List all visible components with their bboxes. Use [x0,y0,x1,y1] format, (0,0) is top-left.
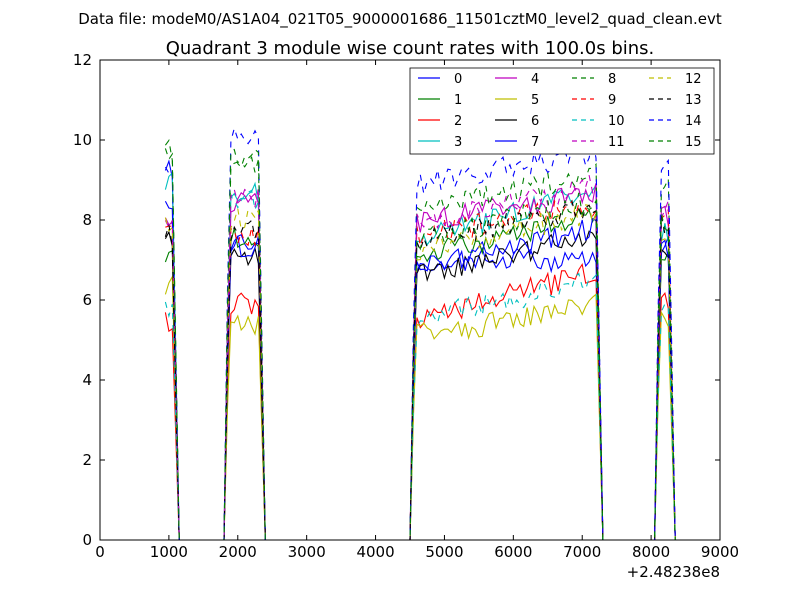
series-line-7 [164,200,676,541]
legend-label-5: 5 [531,93,539,108]
legend-label-3: 3 [454,135,462,150]
x-tick-label: 7000 [563,543,601,561]
y-tick-label: 8 [82,211,92,229]
series-line-0 [164,159,676,541]
series-line-12 [164,204,676,541]
x-tick-label: 6000 [494,543,532,561]
series-line-2 [164,262,676,541]
legend-label-2: 2 [454,114,462,129]
legend-label-1: 1 [454,93,462,108]
legend-label-15: 15 [685,135,702,150]
legend-label-6: 6 [531,114,539,129]
legend-label-11: 11 [608,135,625,150]
legend-label-10: 10 [608,114,625,129]
series-line-10 [164,189,676,541]
legend-label-9: 9 [608,93,616,108]
legend-label-12: 12 [685,72,702,87]
series-line-1 [164,207,676,541]
series-line-11 [164,175,676,541]
x-tick-label: 4000 [356,543,394,561]
y-tick-label: 4 [82,371,92,389]
series-line-5 [164,274,676,541]
y-tick-label: 10 [73,131,92,149]
legend-label-8: 8 [608,72,616,87]
chart-title: Quadrant 3 module wise count rates with … [166,38,655,59]
legend-frame [409,67,715,155]
series-line-9 [165,199,676,541]
x-tick-label: 8000 [632,543,670,561]
x-tick-label: 2000 [219,543,257,561]
legend-label-4: 4 [531,72,539,87]
x-tick-label: 5000 [425,543,463,561]
x-tick-label: 9000 [701,543,739,561]
series-layer [164,126,676,541]
suptitle: Data file: modeM0/AS1A04_021T05_90000016… [78,10,722,29]
legend-label-14: 14 [685,114,702,129]
legend-label-0: 0 [454,72,462,87]
series-line-8 [164,139,676,541]
x-axis: 0 1000 2000 3000 4000 5000 6000 7000 8000 9000 [95,60,739,561]
y-tick-label: 0 [82,531,92,549]
y-tick-label: 12 [73,51,92,69]
legend-label-13: 13 [685,93,702,108]
y-tick-label: 6 [82,291,92,309]
x-tick-label: 3000 [288,543,326,561]
x-tick-label: 1000 [150,543,188,561]
series-line-15 [164,148,676,541]
y-tick-label: 2 [82,451,92,469]
legend-label-7: 7 [531,135,539,150]
x-tick-label: 0 [95,543,105,561]
x-offset-label: +2.48238e8 [627,563,720,581]
